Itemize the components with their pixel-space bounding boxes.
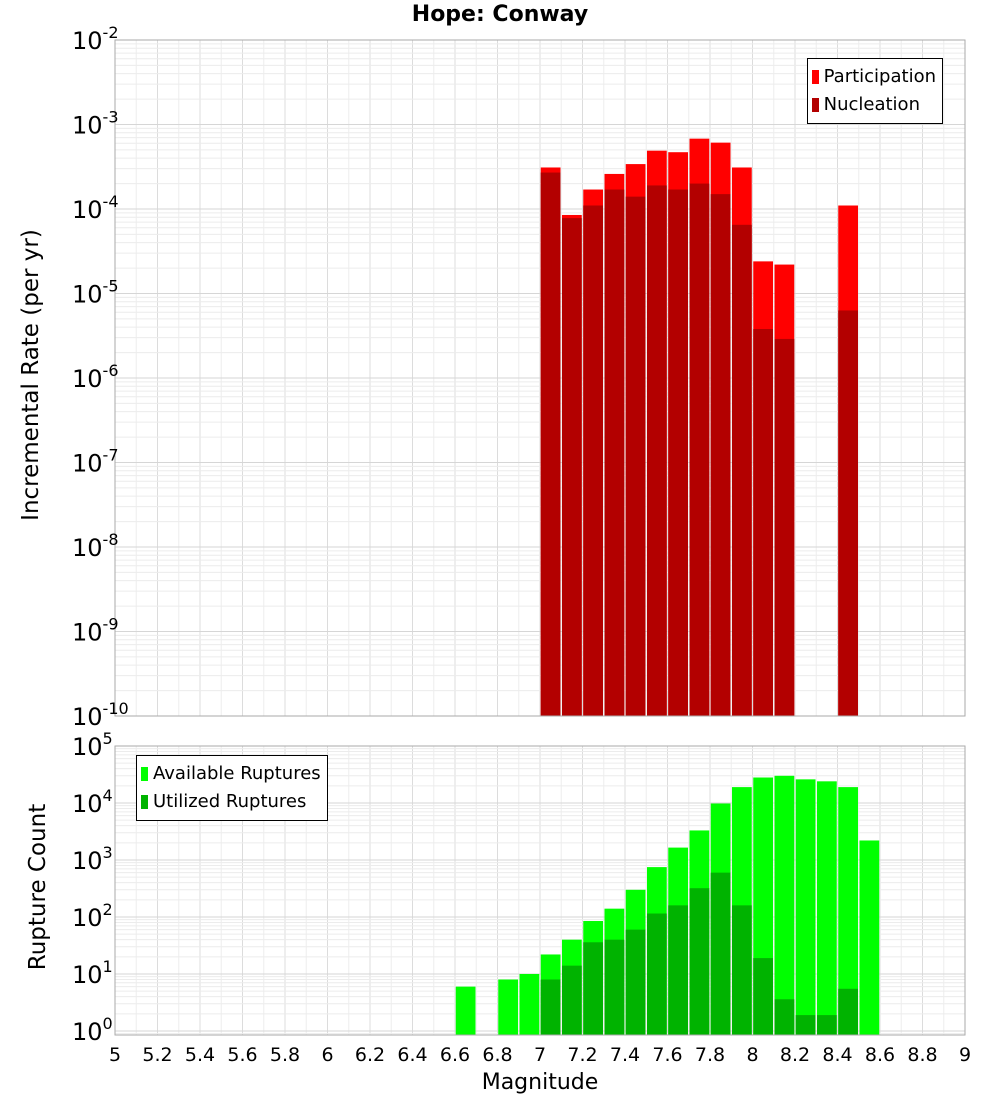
x-axis-label: Magnitude xyxy=(481,1070,599,1095)
legend-item-nucleation: Nucleation xyxy=(811,91,936,119)
utilized-ruptures-bar xyxy=(817,1015,837,1035)
legend-label-available-ruptures: Available Ruptures xyxy=(153,763,321,784)
nucleation-bar xyxy=(732,224,752,716)
x-tick-label: 5.8 xyxy=(270,1044,300,1066)
x-tick-label: 8.8 xyxy=(907,1044,937,1066)
plot-frame-1 xyxy=(114,39,966,717)
legend-item-available-ruptures: Available Ruptures xyxy=(141,760,321,788)
y-tick-label: 10-9 xyxy=(72,615,119,647)
y-tick-label: 105 xyxy=(72,729,113,761)
nucleation-bar xyxy=(710,194,731,716)
nucleation-bar xyxy=(689,183,710,716)
participation-nucleation-legend: Participation Nucleation xyxy=(806,58,943,124)
x-tick-label: 6.2 xyxy=(355,1044,385,1066)
x-tick-label: 8.6 xyxy=(865,1044,895,1066)
nucleation-bar xyxy=(604,189,625,716)
x-tick-label: 6 xyxy=(321,1044,333,1066)
nucleation-bar xyxy=(625,196,646,717)
participation-swatch xyxy=(811,70,819,84)
available-ruptures-bar xyxy=(859,840,880,1035)
y-tick-label: 10-10 xyxy=(72,699,129,731)
x-tick-label: 5 xyxy=(109,1044,121,1066)
y-tick-label: 103 xyxy=(72,843,113,875)
y-tick-label: 10-6 xyxy=(72,361,119,393)
utilized-ruptures-bar xyxy=(604,939,625,1035)
utilized-ruptures-bar xyxy=(540,979,561,1035)
nucleation-bar xyxy=(753,329,773,716)
utilized-ruptures-bar xyxy=(668,905,688,1035)
x-tick-label: 6.6 xyxy=(440,1044,470,1066)
available-ruptures-bar xyxy=(774,775,795,1035)
top-y-axis-label: Incremental Rate (per yr) xyxy=(18,229,44,521)
legend-item-utilized-ruptures: Utilized Ruptures xyxy=(141,788,321,816)
x-tick-label: 7.2 xyxy=(567,1044,597,1066)
utilized-ruptures-bar xyxy=(753,958,773,1035)
x-tick-label: 8.2 xyxy=(780,1044,810,1066)
plot-frame-2 xyxy=(114,745,966,1036)
legend-label-participation: Participation xyxy=(823,66,936,87)
y-tick-label: 104 xyxy=(72,786,113,818)
y-tick-label: 10-4 xyxy=(72,192,119,224)
y-tick-label: 10-5 xyxy=(72,277,119,309)
x-tick-label: 9 xyxy=(959,1044,971,1066)
nucleation-bar xyxy=(562,218,582,716)
utilized-ruptures-bar xyxy=(562,965,582,1035)
x-tick-label: 5.6 xyxy=(227,1044,257,1066)
x-tick-label: 7.8 xyxy=(695,1044,725,1066)
y-tick-label: 10-2 xyxy=(72,23,119,55)
available-ruptures-bar xyxy=(795,779,816,1035)
legend-label-nucleation: Nucleation xyxy=(823,94,920,115)
x-tick-label: 5.4 xyxy=(185,1044,215,1066)
ruptures-legend: Available Ruptures Utilized Ruptures xyxy=(136,755,328,821)
utilized-ruptures-bar xyxy=(795,1015,816,1035)
available-ruptures-bar xyxy=(455,986,476,1035)
y-tick-label: 10-8 xyxy=(72,530,119,562)
nucleation-swatch xyxy=(811,98,819,112)
utilized-ruptures-bar xyxy=(647,913,667,1035)
utilized-ruptures-bar xyxy=(689,888,710,1035)
utilized-ruptures-bar xyxy=(838,988,858,1035)
chart-title: Hope: Conway xyxy=(411,2,589,27)
x-tick-label: 8 xyxy=(746,1044,758,1066)
x-tick-label: 7 xyxy=(534,1044,546,1066)
utilized-ruptures-bar xyxy=(710,872,731,1035)
available-ruptures-bar xyxy=(498,979,518,1035)
nucleation-bar xyxy=(668,189,688,716)
nucleation-bar xyxy=(540,172,561,717)
utilized-ruptures-bar xyxy=(625,929,646,1035)
y-tick-label: 100 xyxy=(72,1014,113,1046)
x-tick-label: 6.4 xyxy=(397,1044,427,1066)
y-tick-label: 102 xyxy=(72,900,113,932)
nucleation-bar xyxy=(583,205,603,716)
available-ruptures-bar xyxy=(838,787,858,1035)
y-tick-label: 10-7 xyxy=(72,446,119,478)
nucleation-bar xyxy=(838,310,858,716)
nucleation-bar xyxy=(774,338,795,716)
utilized-ruptures-bar xyxy=(583,942,603,1035)
y-tick-label: 10-3 xyxy=(72,108,119,140)
x-tick-label: 5.2 xyxy=(142,1044,172,1066)
y-tick-label: 101 xyxy=(72,957,113,989)
utilized-ruptures-swatch xyxy=(141,795,148,809)
utilized-ruptures-bar xyxy=(732,905,752,1035)
bottom-y-axis-label: Rupture Count xyxy=(25,803,51,971)
x-tick-label: 6.8 xyxy=(482,1044,512,1066)
x-tick-label: 7.6 xyxy=(652,1044,682,1066)
available-ruptures-bar xyxy=(817,781,837,1035)
legend-label-utilized-ruptures: Utilized Ruptures xyxy=(153,791,307,812)
available-ruptures-bar xyxy=(519,973,540,1035)
nucleation-bar xyxy=(647,185,667,717)
legend-item-participation: Participation xyxy=(811,63,936,91)
utilized-ruptures-bar xyxy=(774,999,795,1035)
x-tick-label: 7.4 xyxy=(610,1044,640,1066)
available-ruptures-swatch xyxy=(141,767,148,781)
x-tick-label: 8.4 xyxy=(822,1044,852,1066)
